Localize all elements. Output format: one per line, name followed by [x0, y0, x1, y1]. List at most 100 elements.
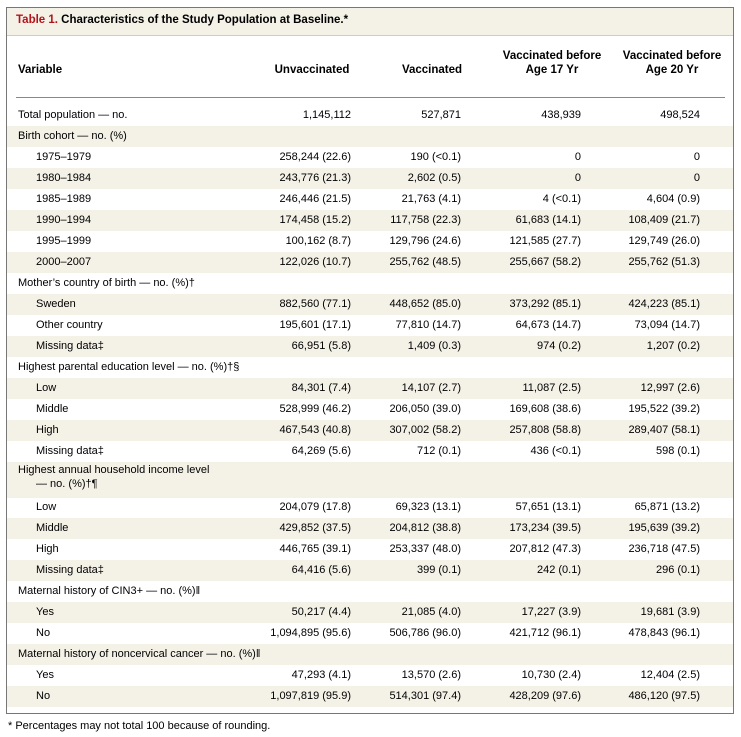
table-row: 1980–1984 243,776 (21.3) 2,602 (0.5) 0 0 [7, 168, 733, 189]
cell-vaccinated: 253,337 (48.0) [389, 543, 461, 555]
cell-vaccinated: 21,763 (4.1) [401, 193, 461, 205]
cell-before-17: 0 [574, 172, 581, 184]
cell-before-20: 1,207 (0.2) [646, 340, 700, 352]
cell-before-20: 129,749 (26.0) [628, 235, 700, 247]
table-row: 1995–1999 100,162 (8.7) 129,796 (24.6) 121,… [7, 231, 733, 252]
cell-before-17: 64,673 (14.7) [515, 319, 581, 331]
cell-before-20: 486,120 (97.5) [628, 690, 700, 702]
row-label: Highest parental education level — no. (… [18, 361, 240, 373]
header-divider [16, 97, 725, 98]
table-caption: Characteristics of the Study Population … [61, 14, 349, 26]
table-row: Other country 195,601 (17.1) 77,810 (14.7)… [7, 315, 733, 336]
row-label: Yes [36, 669, 54, 681]
cell-unvaccinated: 528,999 (46.2) [279, 403, 351, 415]
cell-before-17: 421,712 (96.1) [509, 627, 581, 639]
table-row: Middle 528,999 (46.2) 206,050 (39.0) 169,60… [7, 399, 733, 420]
cell-before-17: 10,730 (2.4) [521, 669, 581, 681]
header-variable: Variable [18, 64, 63, 76]
cell-unvaccinated: 66,951 (5.8) [291, 340, 351, 352]
header-vaccinated-before-20: Vaccinated before Age 20 Yr [612, 49, 732, 77]
cell-unvaccinated: 47,293 (4.1) [291, 669, 351, 681]
row-label: Low [36, 382, 57, 394]
row-label: Birth cohort — no. (%) [18, 130, 127, 142]
row-label: Mother’s country of birth — no. (%)† [18, 277, 195, 289]
table-title-bar: Table 1. Characteristics of the Study Po… [7, 8, 733, 36]
cell-unvaccinated: 64,416 (5.6) [291, 564, 351, 576]
row-label: Missing data‡ [36, 445, 104, 457]
cell-vaccinated: 1,409 (0.3) [407, 340, 461, 352]
table-row: Highest parental education level — no. (… [7, 357, 733, 378]
cell-before-20: 255,762 (51.3) [628, 256, 700, 268]
cell-before-17: 428,209 (97.6) [509, 690, 581, 702]
table-footnote: * Percentages may not total 100 because … [8, 720, 271, 732]
cell-before-17: 121,585 (27.7) [509, 235, 581, 247]
header-vaccinated-before-20-line2: Age 20 Yr [645, 64, 699, 76]
header-unvaccinated: Unvaccinated [274, 64, 350, 76]
table-row: Missing data‡ 64,416 (5.6) 399 (0.1) 242 (0… [7, 560, 733, 581]
cell-before-17: 17,227 (3.9) [521, 606, 581, 618]
cell-vaccinated: 448,652 (85.0) [389, 298, 461, 310]
row-label: 1975–1979 [36, 151, 92, 163]
cell-vaccinated: 527,871 [421, 109, 461, 121]
row-label: Maternal history of noncervical cancer —… [18, 648, 261, 660]
row-label: Total population — no. [18, 109, 128, 121]
table-row: High 467,543 (40.8) 307,002 (58.2) 257,808 … [7, 420, 733, 441]
cell-before-17: 242 (0.1) [536, 564, 581, 576]
cell-before-17: 61,683 (14.1) [515, 214, 581, 226]
cell-before-17: 257,808 (58.8) [509, 424, 581, 436]
cell-unvaccinated: 258,244 (22.6) [279, 151, 351, 163]
cell-unvaccinated: 467,543 (40.8) [279, 424, 351, 436]
cell-before-20: 478,843 (96.1) [628, 627, 700, 639]
table-row: 1975–1979 258,244 (22.6) 190 (<0.1) 0 0 [7, 147, 733, 168]
row-label-line1: Highest annual household income level [18, 464, 210, 476]
table-row: No 1,097,819 (95.9) 514,301 (97.4) 428,209 … [7, 686, 733, 707]
cell-before-17: 173,234 (39.5) [509, 522, 581, 534]
cell-vaccinated: 13,570 (2.6) [401, 669, 461, 681]
table-row: High 446,765 (39.1) 253,337 (48.0) 207,812 … [7, 539, 733, 560]
cell-before-17: 57,651 (13.1) [515, 501, 581, 513]
cell-before-17: 169,608 (38.6) [509, 403, 581, 415]
cell-vaccinated: 21,085 (4.0) [401, 606, 461, 618]
cell-before-17: 255,667 (58.2) [509, 256, 581, 268]
cell-vaccinated: 129,796 (24.6) [389, 235, 461, 247]
row-label: 2000–2007 [36, 256, 92, 268]
cell-before-20: 498,524 [660, 109, 700, 121]
cell-before-20: 0 [693, 151, 700, 163]
row-label: 1990–1994 [36, 214, 92, 226]
cell-before-20: 236,718 (47.5) [628, 543, 700, 555]
header-vaccinated: Vaccinated [401, 64, 463, 76]
cell-before-17: 207,812 (47.3) [509, 543, 581, 555]
cell-unvaccinated: 882,560 (77.1) [279, 298, 351, 310]
row-label: Middle [36, 522, 69, 534]
cell-before-17: 438,939 [541, 109, 581, 121]
cell-before-17: 0 [574, 151, 581, 163]
cell-unvaccinated: 100,162 (8.7) [285, 235, 351, 247]
row-label: Yes [36, 606, 54, 618]
table-row: Missing data‡ 64,269 (5.6) 712 (0.1) 436 (<… [7, 441, 733, 462]
cell-vaccinated: 190 (<0.1) [410, 151, 461, 163]
cell-unvaccinated: 84,301 (7.4) [291, 382, 351, 394]
table-row: Missing data‡ 66,951 (5.8) 1,409 (0.3) 974 … [7, 336, 733, 357]
row-label: 1980–1984 [36, 172, 92, 184]
table-row: Total population — no. 1,145,112 527,871 43… [7, 105, 733, 126]
table-title: Table 1. Characteristics of the Study Po… [16, 14, 348, 26]
table-row: Sweden 882,560 (77.1) 448,652 (85.0) 373,29… [7, 294, 733, 315]
cell-unvaccinated: 122,026 (10.7) [279, 256, 351, 268]
table-header: Variable Unvaccinated Vaccinated Vaccina… [7, 35, 733, 97]
cell-before-17: 11,087 (2.5) [522, 382, 581, 394]
cell-before-20: 195,522 (39.2) [628, 403, 700, 415]
row-label: Missing data‡ [36, 564, 104, 576]
cell-before-20: 0 [693, 172, 700, 184]
row-label: Low [36, 501, 57, 513]
table-row: Yes 50,217 (4.4) 21,085 (4.0) 17,227 (3.9) 1… [7, 602, 733, 623]
cell-before-20: 4,604 (0.9) [646, 193, 700, 205]
cell-vaccinated: 117,758 (22.3) [390, 214, 461, 226]
table-row: 2000–2007 122,026 (10.7) 255,762 (48.5) 255… [7, 252, 733, 273]
cell-before-20: 108,409 (21.7) [628, 214, 700, 226]
table-row: No 1,094,895 (95.6) 506,786 (96.0) 421,712 … [7, 623, 733, 644]
cell-unvaccinated: 246,446 (21.5) [279, 193, 351, 205]
cell-before-20: 598 (0.1) [655, 445, 700, 457]
row-label: Middle [36, 403, 69, 415]
header-vaccinated-before-17-line2: Age 17 Yr [525, 64, 579, 76]
